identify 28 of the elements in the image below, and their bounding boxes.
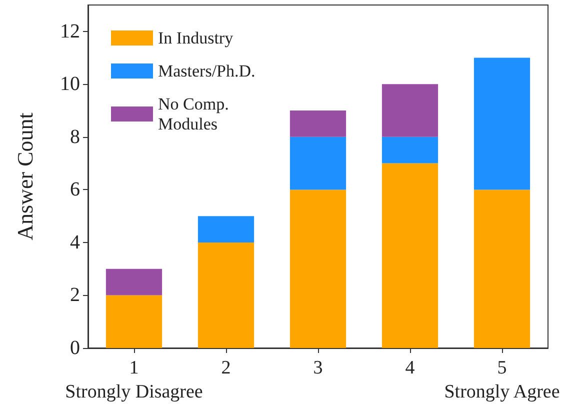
y-axis-title: Answer Count: [12, 112, 38, 240]
bar: [290, 190, 346, 348]
legend-label: In Industry: [158, 28, 234, 48]
bar: [382, 163, 438, 348]
bar: [382, 84, 438, 137]
bar: [198, 216, 254, 242]
legend-label: Masters/Ph.D.: [158, 62, 256, 80]
legend-label: No Comp. Modules: [158, 94, 234, 134]
y-tick-label: 4: [70, 231, 80, 254]
y-tick-label: 0: [70, 337, 80, 359]
x-tick-label: 2: [221, 358, 231, 378]
bar: [198, 242, 254, 348]
bar: [290, 110, 346, 137]
bar: [290, 136, 346, 190]
x-tick-label: 1 Strongly Disagree: [65, 358, 203, 402]
bar: [382, 136, 438, 164]
x-tick-label: 4: [405, 358, 416, 378]
y-tick-label: 12: [60, 20, 80, 42]
x-tick-label: 3: [313, 358, 323, 378]
y-tick-label: 6: [70, 178, 80, 201]
y-tick-label: 8: [70, 126, 80, 148]
x-tick-label: 5 Strongly Agree: [444, 358, 560, 402]
bar: [106, 268, 162, 296]
y-tick-label: 10: [60, 73, 80, 96]
bar: [106, 295, 162, 348]
bar: [474, 190, 530, 348]
bar: [474, 58, 530, 190]
y-tick-label: 2: [70, 284, 80, 306]
